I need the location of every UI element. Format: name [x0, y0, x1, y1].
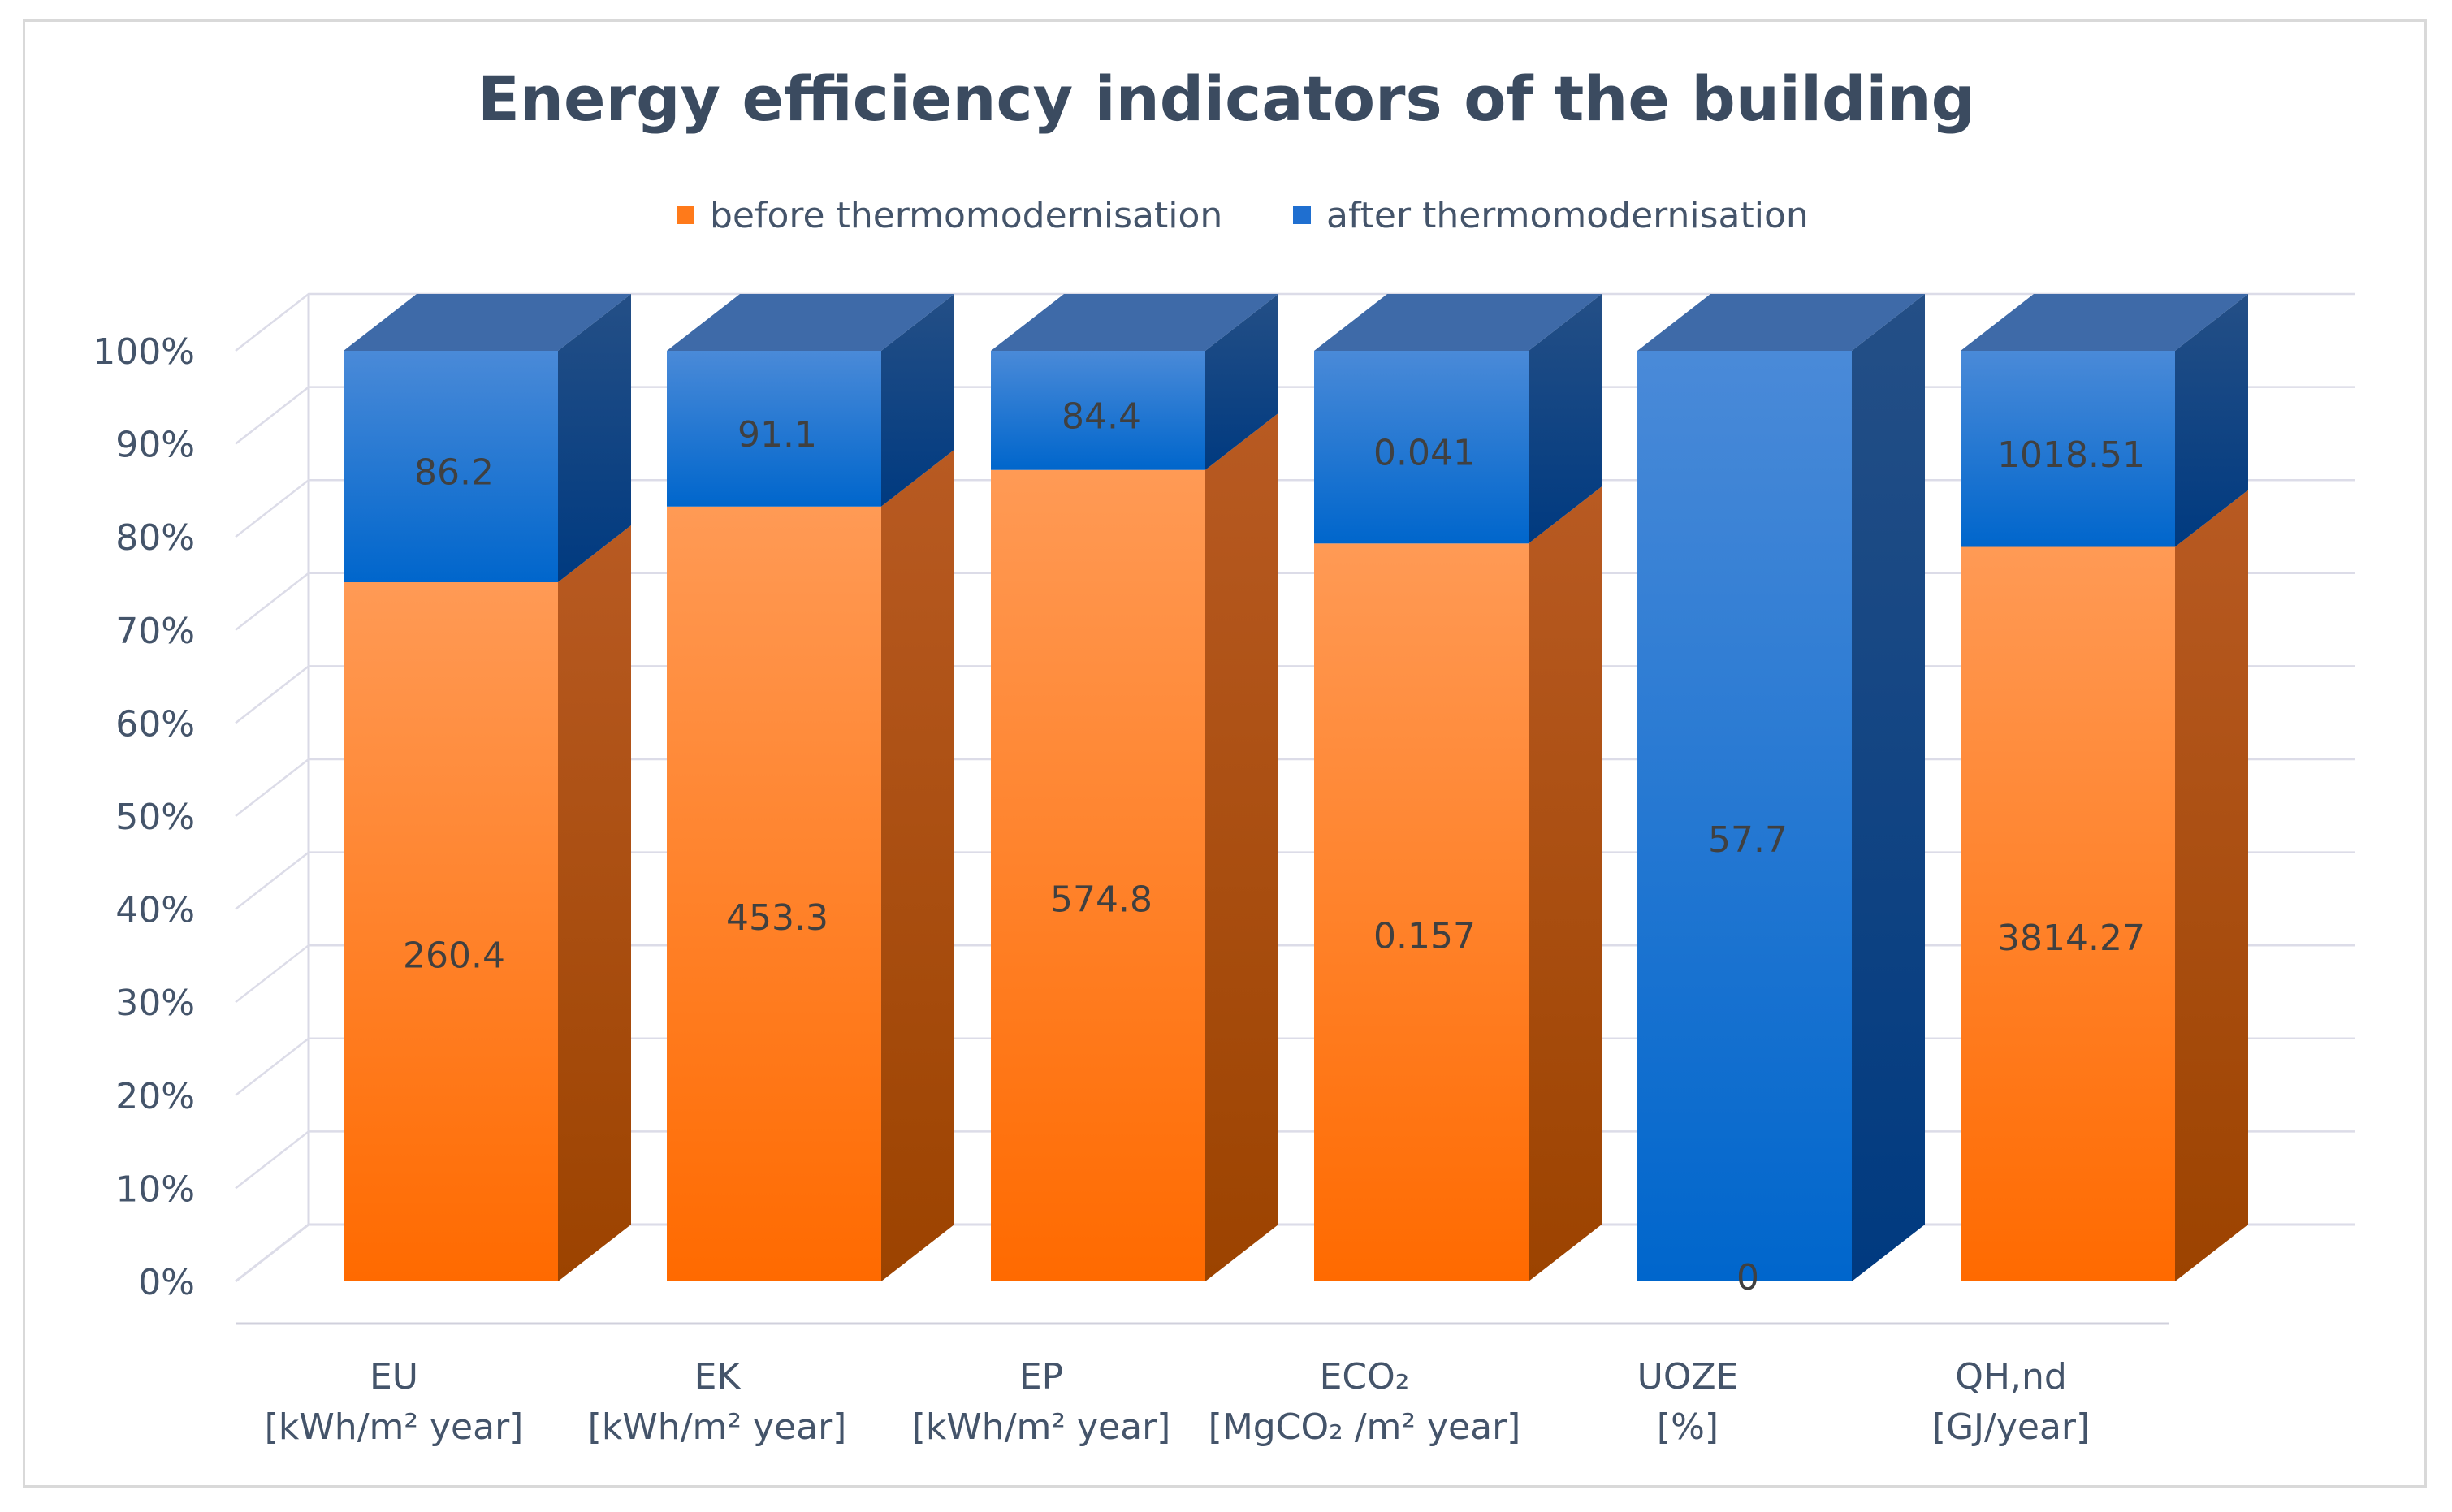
y-tick-label: 0% — [138, 1262, 195, 1303]
bar-before — [667, 506, 881, 1281]
category-label: EP — [1019, 1356, 1063, 1398]
bar-after — [1637, 351, 1852, 1281]
bar-before-side — [1529, 486, 1602, 1281]
data-label-before: 260.4 — [403, 935, 505, 977]
legend-label-before: before thermomodernisation — [710, 195, 1222, 236]
legend-swatch-before — [677, 206, 694, 224]
y-tick-label: 30% — [115, 983, 195, 1024]
category-label: EU — [370, 1356, 418, 1398]
legend-label-after: after thermomodernisation — [1326, 195, 1809, 236]
bar-after-side — [881, 294, 954, 507]
legend: before thermomodernisation after thermom… — [677, 195, 1809, 236]
bar-after-side — [2175, 294, 2248, 547]
data-label-after: 1018.51 — [1997, 434, 2145, 476]
bar-top — [991, 294, 1278, 351]
bar-top — [1314, 294, 1602, 351]
bar-stack — [1637, 294, 1925, 1281]
y-tick-label: 10% — [115, 1169, 195, 1210]
category-label: ECO₂ — [1320, 1356, 1410, 1398]
category-unit-label: [kWh/m² year] — [912, 1406, 1171, 1448]
data-label-after: 0.041 — [1373, 433, 1476, 474]
y-tick-label: 80% — [115, 517, 195, 559]
bar-top — [1637, 294, 1925, 351]
data-label-before: 574.8 — [1050, 879, 1152, 920]
data-label-after: 57.7 — [1708, 819, 1788, 861]
y-tick-label: 100% — [93, 331, 195, 373]
bar-before — [344, 582, 558, 1281]
bar-before — [991, 469, 1205, 1281]
bar-after — [1314, 351, 1529, 544]
data-label-before: 453.3 — [726, 897, 828, 939]
category-unit-label: [kWh/m² year] — [265, 1406, 524, 1448]
legend-swatch-after — [1293, 206, 1311, 224]
data-label-after: 91.1 — [737, 414, 817, 456]
y-tick-label: 50% — [115, 797, 195, 838]
gridline — [235, 292, 2355, 352]
bar-before-side — [2175, 490, 2248, 1281]
bar-before — [1961, 546, 2175, 1281]
y-tick-label: 70% — [115, 611, 195, 652]
category-unit-label: [MgCO₂ /m² year] — [1209, 1406, 1521, 1448]
bar-before-side — [558, 525, 631, 1281]
bar-before — [1314, 543, 1529, 1281]
bar-after-side — [1529, 294, 1602, 544]
bar-stack — [991, 294, 1278, 1281]
y-tick-label: 20% — [115, 1076, 195, 1117]
data-labels: 260.4 86.2 453.3 91.1 574.8 84.4 0.157 0.041 0 57… — [403, 395, 2145, 1298]
bar-top — [1961, 294, 2248, 351]
bars — [344, 294, 2248, 1281]
bar-after — [991, 351, 1205, 470]
category-unit-label: [kWh/m² year] — [588, 1406, 847, 1448]
data-label-before: 0 — [1736, 1257, 1759, 1298]
data-label-before: 0.157 — [1373, 916, 1476, 957]
y-tick-label: 90% — [115, 425, 195, 466]
bar-after-side — [1852, 294, 1925, 1281]
category-unit-label: [GJ/year] — [1932, 1406, 2090, 1448]
y-tick-label: 60% — [115, 703, 195, 745]
category-label: EK — [694, 1356, 742, 1398]
bar-after-side — [558, 294, 631, 583]
category-label: UOZE — [1637, 1356, 1739, 1398]
data-label-after: 84.4 — [1062, 395, 1141, 437]
chart-title: Energy efficiency indicators of the buil… — [478, 63, 1975, 135]
bar-after — [1961, 351, 2175, 547]
category-unit-label: [%] — [1657, 1406, 1719, 1448]
data-label-before: 3814.27 — [1997, 918, 2145, 959]
bar-stack — [667, 294, 954, 1281]
bar-top — [344, 294, 631, 351]
bar-before-side — [881, 449, 954, 1281]
bar-after — [667, 351, 881, 507]
bar-after-side — [1205, 294, 1278, 470]
bar-stack — [1314, 294, 1602, 1281]
value-axis: 0% 10% 20% 30% 40% 50% 60% 70% 80% 90% 100% — [93, 331, 2169, 1325]
data-label-after: 86.2 — [414, 452, 494, 494]
y-tick-label: 40% — [115, 890, 195, 931]
category-label: QH,nd — [1955, 1356, 2067, 1398]
bar-stack — [344, 294, 631, 1281]
bar-stack — [1961, 294, 2248, 1281]
bar-before-side — [1205, 413, 1278, 1281]
bar-after — [344, 351, 558, 583]
category-axis: EU [kWh/m² year] EK [kWh/m² year] EP [kWh/m² … — [265, 1356, 2091, 1448]
bar-top — [667, 294, 954, 351]
